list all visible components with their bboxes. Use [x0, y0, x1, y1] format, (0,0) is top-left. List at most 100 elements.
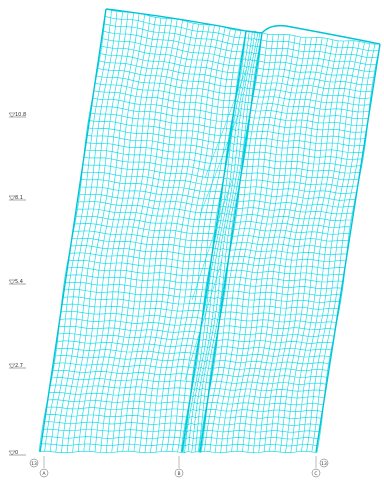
- mesh-line-horizontal: [237, 207, 353, 215]
- mesh-line-horizontal: [60, 311, 203, 319]
- mesh-line-horizontal: [221, 198, 237, 202]
- mesh-line-horizontal: [239, 186, 357, 194]
- grid-bubble-C[interactable]: C: [311, 456, 321, 478]
- mesh-line-horizontal: [105, 16, 245, 39]
- mesh-line-horizontal: [209, 388, 326, 392]
- mesh-line-horizontal: [244, 44, 260, 48]
- mesh-line-horizontal: [62, 296, 206, 305]
- mesh-line-horizontal: [224, 276, 344, 283]
- mesh-line-horizontal: [203, 303, 223, 307]
- corner-tag-right: 13: [319, 458, 329, 468]
- mesh-line-horizontal: [180, 450, 202, 454]
- mesh-line-horizontal: [89, 112, 233, 129]
- mesh-line-horizontal: [182, 436, 204, 440]
- level-marker-5.4: 5.4: [8, 279, 26, 285]
- mesh-line-horizontal: [213, 367, 328, 372]
- mesh-line-horizontal: [257, 67, 374, 79]
- mesh-line-horizontal: [222, 191, 238, 195]
- mesh-line-horizontal: [84, 149, 227, 164]
- mesh-line-horizontal: [236, 93, 253, 96]
- mesh-line-horizontal: [251, 103, 370, 113]
- mesh-line-horizontal: [67, 259, 211, 270]
- mesh-line-horizontal: [236, 214, 352, 222]
- level-label: 0: [15, 450, 18, 456]
- mesh-line-horizontal: [193, 380, 210, 384]
- mesh-line-horizontal: [227, 262, 346, 269]
- mesh-line-horizontal: [254, 89, 371, 99]
- mesh-line-horizontal: [63, 289, 207, 298]
- mesh-line-horizontal: [228, 255, 346, 262]
- mesh-line-horizontal: [205, 409, 323, 413]
- mesh-line-horizontal: [245, 137, 366, 147]
- level-label: 10.8: [15, 112, 26, 118]
- mesh-line-horizontal: [201, 429, 321, 433]
- grid-bubble-B[interactable]: B: [174, 456, 184, 478]
- mesh-line-horizontal: [219, 318, 337, 324]
- mesh-line-horizontal: [104, 23, 244, 46]
- mesh-line-horizontal: [258, 60, 375, 72]
- mesh-line-horizontal: [83, 157, 226, 171]
- mesh-line-horizontal: [79, 194, 219, 206]
- mesh-line-horizontal: [100, 53, 239, 74]
- mesh-line-horizontal: [204, 415, 323, 419]
- mesh-line-horizontal: [57, 340, 198, 347]
- mesh-line-horizontal: [247, 124, 367, 133]
- mesh-line-horizontal: [246, 130, 367, 140]
- mesh-line-horizontal: [78, 201, 218, 213]
- mesh-line-horizontal: [231, 242, 348, 249]
- mesh-line-horizontal: [198, 345, 215, 349]
- mesh-line-horizontal: [217, 332, 334, 337]
- mesh-line-vertical: [77, 14, 145, 452]
- mesh-line-horizontal: [227, 142, 247, 146]
- mesh-line-horizontal: [218, 325, 336, 331]
- mesh-line-horizontal: [99, 60, 238, 81]
- mesh-line-horizontal: [181, 443, 203, 447]
- mesh-line-horizontal: [256, 74, 373, 86]
- mesh-line-horizontal: [200, 331, 218, 335]
- mesh-line-horizontal: [82, 171, 223, 185]
- mesh-line-horizontal: [47, 399, 190, 404]
- mesh-line-horizontal: [222, 290, 342, 296]
- core-strip: [180, 30, 263, 454]
- mesh-line-horizontal: [217, 339, 333, 344]
- mesh-line-horizontal: [191, 387, 209, 391]
- mesh-line-horizontal: [234, 228, 350, 235]
- mesh-line-horizontal: [45, 406, 189, 411]
- mesh-line-horizontal: [88, 120, 232, 136]
- mesh-line-horizontal: [240, 72, 255, 76]
- mesh-line-horizontal: [69, 252, 212, 263]
- mesh-line-horizontal: [103, 31, 243, 53]
- mesh-line-horizontal: [74, 223, 215, 234]
- mesh-line-horizontal: [48, 391, 191, 397]
- mesh-line-horizontal: [253, 96, 370, 106]
- mesh-line-horizontal: [211, 381, 326, 385]
- mesh-line-horizontal: [65, 274, 209, 284]
- svg-text:A: A: [42, 471, 46, 477]
- grid-bubble-A[interactable]: A: [39, 456, 49, 478]
- mesh-line-horizontal: [244, 144, 365, 154]
- mesh-line-horizontal: [61, 303, 205, 312]
- mesh-line-horizontal: [231, 121, 250, 125]
- mesh-edge: [261, 24, 381, 45]
- mesh-line-horizontal: [92, 97, 234, 115]
- svg-text:13: 13: [321, 461, 327, 467]
- core-diagonal: [184, 259, 223, 381]
- mesh-line-horizontal: [212, 247, 230, 251]
- level-label: 8.1: [15, 195, 23, 201]
- mesh-edge: [181, 30, 247, 453]
- mesh-line-horizontal: [59, 318, 202, 326]
- mesh-line-horizontal: [199, 450, 318, 454]
- mesh-line-horizontal: [208, 395, 325, 399]
- mesh-line-horizontal: [243, 51, 259, 55]
- mesh-line-horizontal: [240, 179, 358, 187]
- mesh-line-horizontal: [229, 128, 249, 132]
- core-diagonal: [199, 109, 241, 216]
- mesh-line-horizontal: [214, 360, 329, 365]
- mesh-line-horizontal: [70, 245, 212, 256]
- mesh-line-horizontal: [195, 366, 212, 370]
- svg-text:13: 13: [31, 461, 37, 467]
- mesh-line-horizontal: [93, 90, 235, 108]
- mesh-line-horizontal: [40, 436, 186, 439]
